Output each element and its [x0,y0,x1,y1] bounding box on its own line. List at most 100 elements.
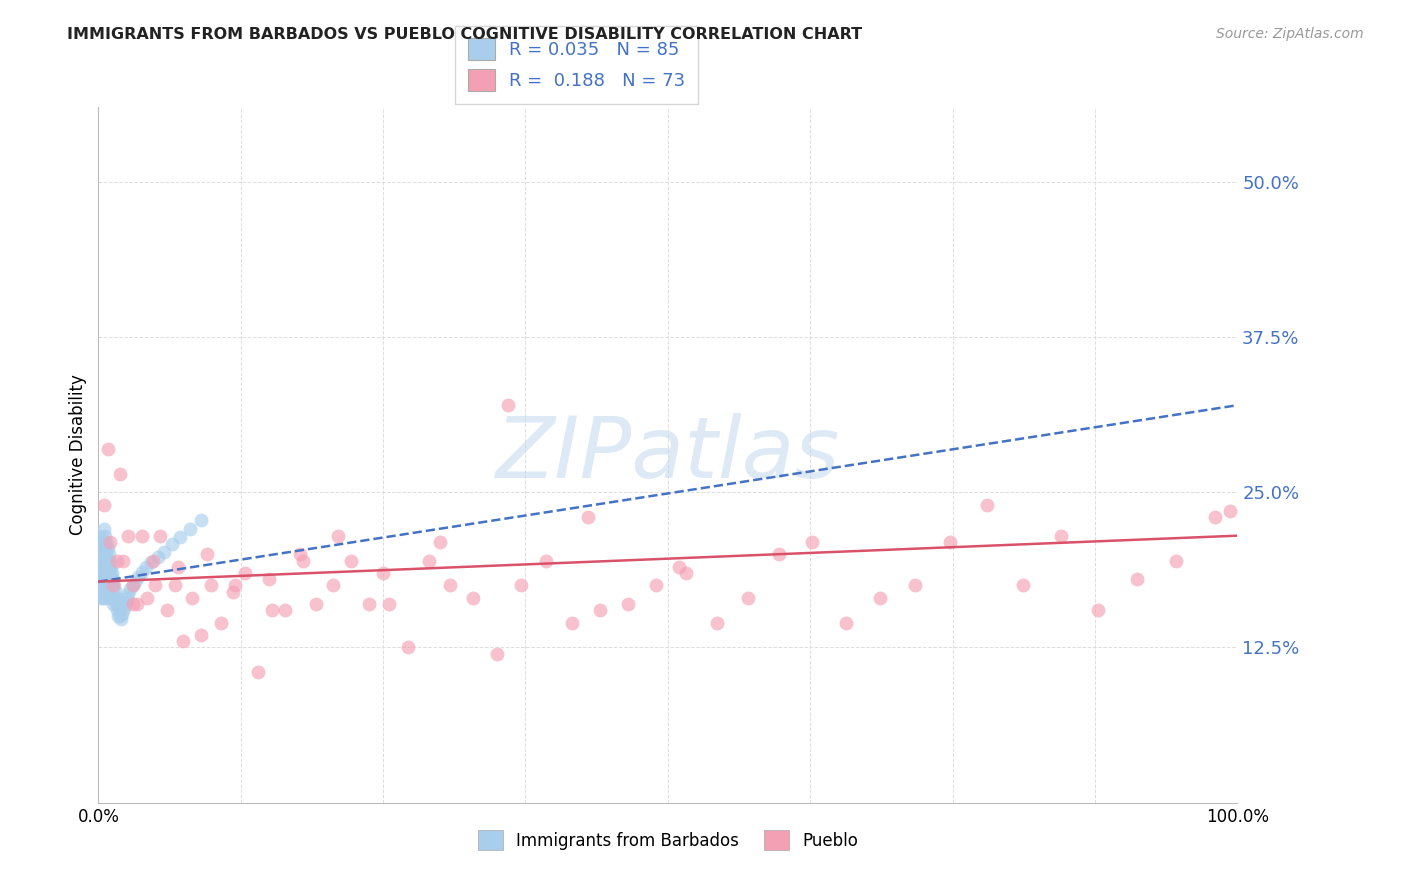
Point [167,559,190,574]
Point [156,603,179,617]
Text: ZIPatlas: ZIPatlas [496,413,839,497]
Point [107,597,129,611]
Point [108,609,131,624]
Point [103,597,125,611]
Point [121,597,143,611]
Point [97,572,120,586]
Point [139,555,162,569]
Point [200,578,222,592]
Point [98,578,121,592]
Point [100,572,122,586]
Point [97,559,120,574]
Point [94,541,117,555]
Point [378,597,401,611]
Point [190,628,212,642]
Point [169,530,191,544]
Point [359,597,381,611]
Point [259,572,281,586]
Point [561,615,583,630]
Point [105,603,128,617]
Point [461,591,484,605]
Point [98,566,121,580]
Point [96,442,118,456]
Point [103,584,125,599]
Point [90,534,112,549]
Point [869,591,891,605]
Point [121,578,143,592]
Point [588,603,610,617]
Point [96,578,118,592]
Legend: Immigrants from Barbados, Pueblo: Immigrants from Barbados, Pueblo [471,823,865,857]
Point [534,553,557,567]
Point [498,398,520,412]
Point [101,591,124,605]
Point [274,603,297,617]
Point [146,549,169,564]
Point [90,591,112,605]
Point [97,547,120,561]
Point [124,574,146,589]
Point [195,547,218,561]
Point [93,559,115,574]
Point [110,612,132,626]
Y-axis label: Cognitive Disability: Cognitive Disability [69,375,87,535]
Point [90,547,112,561]
Point [91,578,114,592]
Point [172,634,194,648]
Point [1219,504,1241,518]
Point [127,570,149,584]
Point [1012,578,1035,592]
Point [305,597,328,611]
Point [104,597,127,611]
Point [340,553,363,567]
Point [89,529,111,543]
Point [114,599,136,614]
Point [292,553,315,567]
Point [326,529,349,543]
Point [322,578,344,592]
Point [801,534,824,549]
Point [91,591,114,605]
Point [101,578,124,592]
Point [768,547,790,561]
Point [94,553,117,567]
Point [94,578,117,592]
Point [1164,553,1187,567]
Point [98,534,121,549]
Point [224,578,246,592]
Point [90,559,112,574]
Point [834,615,856,630]
Point [93,534,115,549]
Point [121,578,143,592]
Point [89,553,111,567]
Point [117,529,139,543]
Point [576,510,599,524]
Point [163,578,186,592]
Point [371,566,394,580]
Point [617,597,640,611]
Text: IMMIGRANTS FROM BARBADOS VS PUEBLO COGNITIVE DISABILITY CORRELATION CHART: IMMIGRANTS FROM BARBADOS VS PUEBLO COGNI… [67,27,863,42]
Point [96,541,118,555]
Point [136,591,159,605]
Point [131,529,153,543]
Point [96,566,118,580]
Point [939,534,962,549]
Point [105,591,128,605]
Point [96,547,118,561]
Point [904,578,927,592]
Point [131,565,153,579]
Point [90,553,112,567]
Point [117,587,139,601]
Point [246,665,269,680]
Point [98,553,121,567]
Point [104,584,127,599]
Point [91,541,114,555]
Point [1126,572,1149,586]
Point [100,584,122,599]
Point [97,584,120,599]
Point [418,553,440,567]
Point [111,607,134,621]
Point [103,578,125,592]
Point [91,566,114,580]
Point [112,603,135,617]
